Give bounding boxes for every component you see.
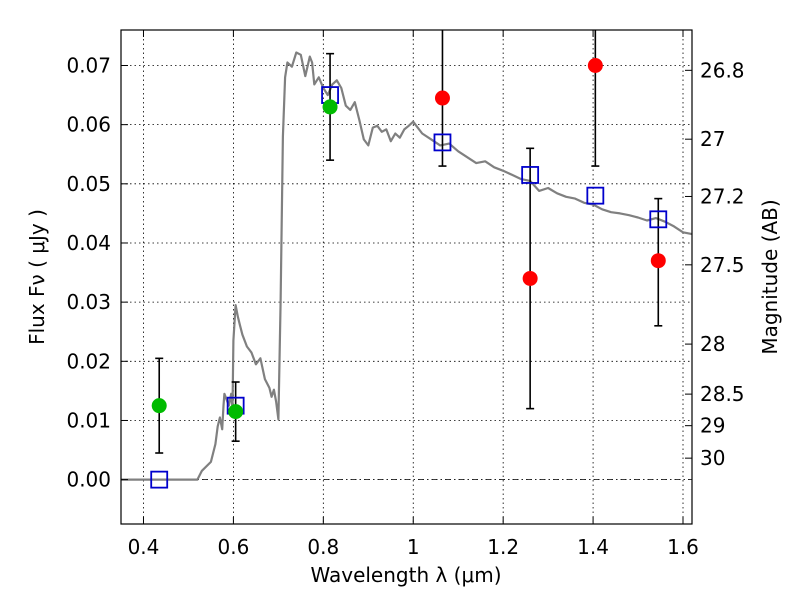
filled-circle-marker: [650, 253, 666, 269]
model-spectrum: [121, 51, 693, 481]
y-tick-label: 0.01: [66, 408, 111, 432]
y-tick-label: 0.02: [66, 349, 111, 373]
right-tick-label: 27: [700, 127, 725, 151]
filled-circle-marker: [322, 99, 338, 115]
x-tick-label: 1.4: [577, 535, 609, 559]
right-tick-label: 30: [700, 446, 725, 470]
data-markers: [150, 57, 668, 489]
open-square-marker: [649, 210, 668, 229]
open-square-marker: [521, 166, 540, 184]
x-axis-label: Wavelength λ (μm): [310, 563, 501, 587]
open-square-marker: [433, 133, 452, 152]
filled-circle-marker: [522, 270, 538, 286]
right-tick-label: 29: [700, 414, 725, 438]
filled-circle-marker: [434, 90, 450, 106]
x-axis-ticks: 0.4 0.6 0.8 1 1.2 1.4 1.6: [128, 30, 699, 559]
x-tick-label: 0.6: [217, 535, 249, 559]
filled-circle-marker: [587, 57, 603, 73]
y-tick-label: 0.00: [66, 468, 111, 492]
right-axis-label: Magnitude (AB): [758, 199, 782, 354]
y-tick-label: 0.03: [66, 290, 111, 314]
open-square-marker: [586, 186, 605, 205]
open-square-marker: [150, 470, 169, 489]
right-tick-label: 28: [700, 332, 725, 356]
plot-frame: [120, 29, 693, 525]
right-tick-label: 26.8: [700, 58, 745, 82]
y-tick-label: 0.04: [66, 231, 111, 255]
y-axis-label: Flux Fν ( μJy ): [25, 209, 49, 345]
y-tick-label: 0.07: [66, 53, 111, 77]
y-tick-label: 0.06: [66, 113, 111, 137]
x-tick-label: 0.8: [307, 535, 339, 559]
x-tick-label: 0.4: [128, 535, 160, 559]
model-spectrum-line: [121, 51, 693, 481]
x-tick-label: 1.6: [667, 535, 699, 559]
x-tick-label: 1: [407, 535, 420, 559]
grid-lines: [121, 30, 692, 524]
error-bars: [155, 30, 663, 454]
right-axis-ticks: 26.8 27 27.2 27.5 28 28.5 29 30: [685, 58, 745, 470]
right-tick-label: 28.5: [700, 382, 745, 406]
right-tick-label: 27.2: [700, 184, 745, 208]
x-tick-label: 1.2: [487, 535, 519, 559]
filled-circle-marker: [151, 398, 167, 414]
right-tick-label: 27.5: [700, 253, 745, 277]
y-axis-ticks: 0.00 0.01 0.02 0.03 0.04 0.05 0.06 0.07: [66, 53, 128, 492]
y-tick-label: 0.05: [66, 172, 111, 196]
filled-circle-marker: [228, 404, 244, 420]
